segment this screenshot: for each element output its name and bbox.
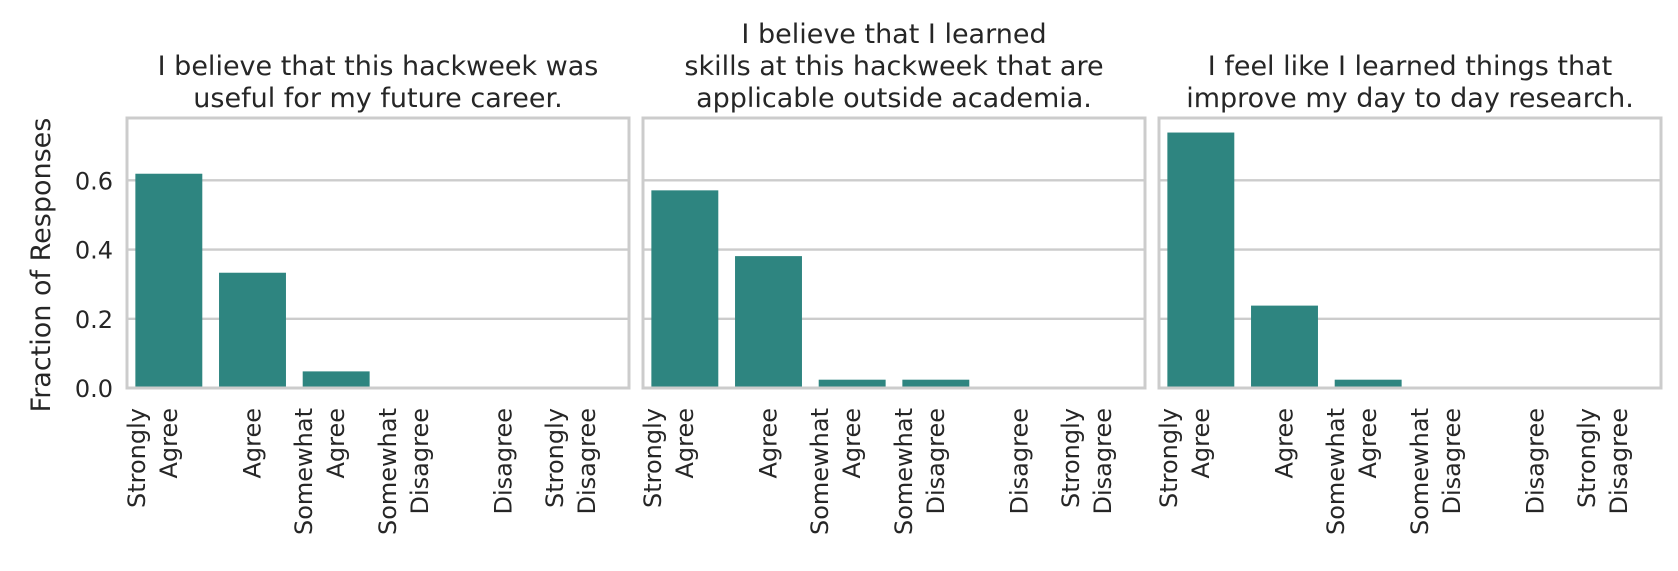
- x-tick-label-line: Agree: [671, 408, 699, 479]
- y-axis-label: Fraction of Responses: [26, 118, 57, 413]
- x-tick-label-line: Agree: [755, 408, 783, 479]
- x-tick-label-line: Strongly: [1057, 408, 1085, 508]
- x-tick-label-line: Strongly: [123, 408, 151, 508]
- x-tick-label-line: Disagree: [490, 408, 518, 514]
- x-tick-label-line: Disagree: [1006, 408, 1034, 514]
- bar-3-3: [1334, 379, 1402, 388]
- bar-2-2: [735, 256, 802, 388]
- x-tick-label-line: Somewhat: [1406, 408, 1434, 535]
- x-tick-label: Disagree: [1522, 408, 1550, 514]
- panel-title-line: I feel like I learned things that: [1208, 51, 1612, 82]
- x-tick-label-line: Somewhat: [374, 408, 402, 535]
- x-tick-label: Strongly Agree: [1155, 408, 1215, 508]
- y-tick-label: 0.6: [75, 167, 113, 195]
- x-tick-label-line: Disagree: [1522, 408, 1550, 514]
- x-tick-label-line: Somewhat: [1322, 408, 1350, 535]
- x-tick-label-line: Disagree: [1438, 408, 1466, 514]
- x-tick-label: Strongly Agree: [123, 408, 183, 508]
- bar-3-1: [1167, 132, 1235, 388]
- panel-3: I feel like I learned things thatimprove…: [1155, 51, 1663, 535]
- x-tick-label: Strongly Disagree: [541, 408, 601, 514]
- y-tick-label: 0.2: [75, 306, 113, 334]
- bar-2-4: [902, 379, 970, 388]
- x-tick-label: Agree: [239, 408, 267, 479]
- x-tick-label-line: Somewhat: [890, 408, 918, 535]
- x-tick-label-line: Agree: [1271, 408, 1299, 479]
- x-tick-label-line: Strongly: [541, 408, 569, 508]
- panel-title-line: improve my day to day research.: [1186, 83, 1634, 114]
- x-tick-label-line: Disagree: [922, 408, 950, 514]
- panel-frame: [125, 116, 631, 390]
- panel-title-line: I believe that I learned: [741, 19, 1046, 50]
- x-tick-label-line: Disagree: [406, 408, 434, 514]
- x-tick-label: Strongly Disagree: [1573, 408, 1633, 514]
- x-tick-label: Agree: [1271, 408, 1299, 479]
- x-tick-label-line: Agree: [239, 408, 267, 479]
- x-tick-label-line: Agree: [1187, 408, 1215, 479]
- x-tick-label-line: Somewhat: [290, 408, 318, 535]
- x-tick-label-line: Disagree: [573, 408, 601, 514]
- bar-1-1: [135, 173, 203, 388]
- y-tick-label: 0.0: [75, 375, 113, 403]
- x-tick-label: Agree: [755, 408, 783, 479]
- x-tick-label: Disagree: [1006, 408, 1034, 514]
- x-tick-label: Disagree: [490, 408, 518, 514]
- bar-2-1: [651, 190, 719, 388]
- x-tick-label: Somewhat Disagree: [890, 408, 950, 535]
- bar-3-2: [1251, 305, 1318, 388]
- x-tick-label: Strongly Disagree: [1057, 408, 1117, 514]
- x-tick-label: Somewhat Agree: [1322, 408, 1382, 535]
- x-tick-label: Somewhat Agree: [290, 408, 350, 535]
- y-tick-label: 0.4: [75, 237, 113, 265]
- panel-title-line: skills at this hackweek that are: [684, 51, 1103, 82]
- x-tick-label-line: Somewhat: [806, 408, 834, 535]
- bar-1-2: [219, 272, 286, 388]
- x-tick-label-line: Strongly: [1573, 408, 1601, 508]
- x-tick-label: Somewhat Disagree: [374, 408, 434, 535]
- x-tick-label-line: Strongly: [639, 408, 667, 508]
- x-tick-label-line: Agree: [155, 408, 183, 479]
- x-tick-label: Strongly Agree: [639, 408, 699, 508]
- x-tick-label: Somewhat Agree: [806, 408, 866, 535]
- x-tick-label: Somewhat Disagree: [1406, 408, 1466, 535]
- panel-title-line: useful for my future career.: [193, 83, 562, 114]
- x-tick-label-line: Disagree: [1089, 408, 1117, 514]
- panel-frame: [641, 116, 1147, 390]
- panel-title-line: applicable outside academia.: [696, 83, 1092, 114]
- x-tick-label-line: Agree: [322, 408, 350, 479]
- bar-2-3: [818, 379, 886, 388]
- bar-1-3: [302, 371, 370, 388]
- x-tick-label-line: Agree: [1354, 408, 1382, 479]
- panel-frame: [1157, 116, 1663, 390]
- x-tick-label-line: Strongly: [1155, 408, 1183, 508]
- x-tick-label-line: Disagree: [1605, 408, 1633, 514]
- x-tick-label-line: Agree: [838, 408, 866, 479]
- panel-title-line: I believe that this hackweek was: [158, 51, 599, 82]
